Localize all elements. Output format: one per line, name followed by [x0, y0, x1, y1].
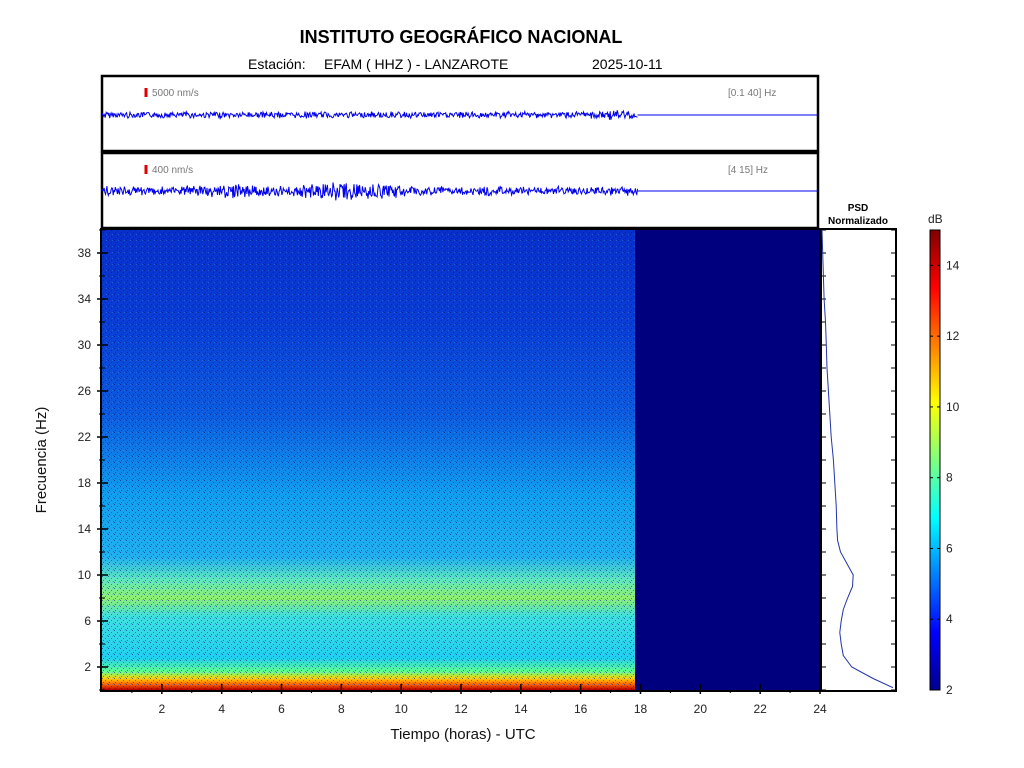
y-tick-label: 10 — [78, 568, 92, 582]
x-tick-label: 24 — [813, 702, 827, 716]
seismic-trace-1 — [101, 109, 638, 120]
scale-bar-icon — [144, 88, 148, 97]
y-tick-label: 30 — [78, 338, 92, 352]
psd-title-1: PSD — [848, 203, 869, 214]
y-tick-label: 34 — [78, 292, 92, 306]
station-name: EFAM ( HHZ ) - LANZAROTE — [324, 56, 509, 72]
spectrogram-texture — [102, 230, 635, 690]
colorbar-tick-label: 12 — [946, 329, 960, 343]
date-label: 2025-10-11 — [592, 56, 663, 72]
y-tick-label: 18 — [78, 476, 92, 490]
y-tick-label: 2 — [84, 660, 91, 674]
x-tick-label: 12 — [454, 702, 468, 716]
trace-2-band: [4 15] Hz — [728, 165, 768, 176]
x-tick-label: 20 — [694, 702, 708, 716]
colorbar-tick-label: 4 — [946, 612, 953, 626]
x-axis-label: Tiempo (horas) - UTC — [390, 726, 535, 743]
station-prefix: Estación: — [248, 56, 306, 72]
y-axis-label: Frecuencia (Hz) — [33, 407, 50, 514]
colorbar — [929, 229, 941, 691]
y-tick-label: 6 — [84, 614, 91, 628]
x-tick-label: 16 — [574, 702, 588, 716]
seismic-trace-2 — [101, 182, 638, 201]
trace-2-scale: 400 nm/s — [152, 165, 193, 176]
scale-bar-icon — [144, 165, 148, 174]
x-tick-label: 10 — [394, 702, 408, 716]
psd-curve — [821, 229, 894, 689]
x-tick-label: 18 — [634, 702, 648, 716]
colorbar-tick-label: 2 — [946, 683, 953, 697]
psd-panel — [820, 228, 897, 692]
x-tick-label: 2 — [158, 702, 165, 716]
y-tick-label: 14 — [78, 522, 92, 536]
colorbar-unit: dB — [928, 212, 943, 226]
trace-1-band: [0.1 40] Hz — [728, 88, 776, 99]
y-tick-label: 22 — [78, 430, 92, 444]
x-tick-label: 4 — [218, 702, 225, 716]
colorbar-tick-label: 6 — [946, 541, 953, 555]
spectrogram-no-data — [635, 230, 820, 690]
colorbar-tick-label: 14 — [946, 258, 960, 272]
trace-1-scale: 5000 nm/s — [152, 88, 199, 99]
psd-title-2: Normalizado — [828, 216, 888, 227]
x-tick-label: 8 — [338, 702, 345, 716]
x-tick-label: 6 — [278, 702, 285, 716]
colorbar-tick-label: 10 — [946, 400, 960, 414]
y-tick-label: 26 — [78, 384, 92, 398]
chart-title: INSTITUTO GEOGRÁFICO NACIONAL — [299, 27, 623, 47]
colorbar-tick-label: 8 — [946, 471, 953, 485]
y-tick-label: 38 — [78, 246, 92, 260]
x-tick-label: 22 — [753, 702, 767, 716]
x-tick-label: 14 — [514, 702, 528, 716]
